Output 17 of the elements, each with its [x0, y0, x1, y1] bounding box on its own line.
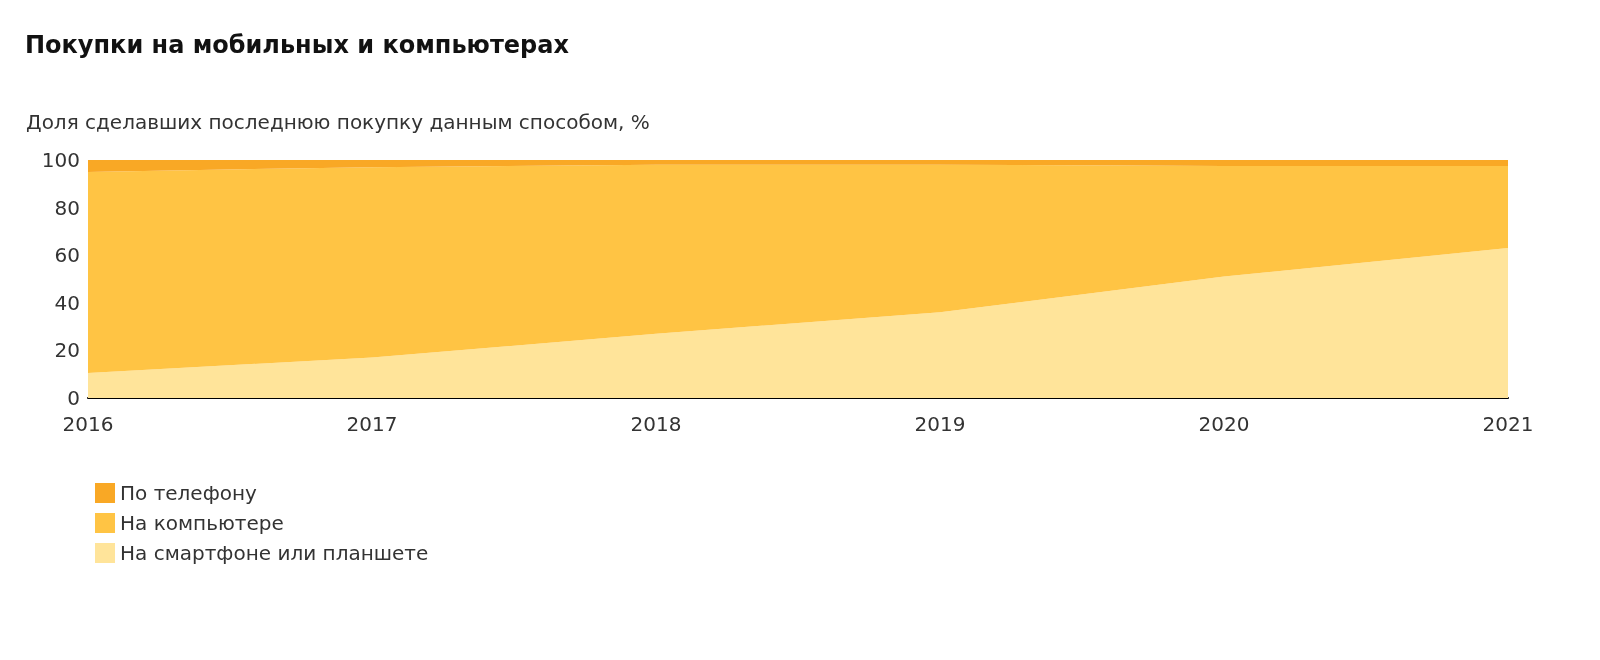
y-tick-label: 80 [54, 195, 80, 220]
x-tick-label: 2020 [1198, 412, 1250, 436]
x-tick-label: 2018 [630, 412, 682, 436]
y-tick-label: 0 [67, 386, 80, 410]
legend-label: По телефону [120, 481, 258, 505]
legend-label: На компьютере [120, 511, 284, 535]
legend-label: На смартфоне или планшете [120, 541, 429, 565]
chart-title: Покупки на мобильных и компьютерах [25, 31, 570, 59]
y-axis-title: Доля сделавших последнюю покупку данным способом, % [26, 110, 650, 134]
y-tick-label: 20 [54, 338, 80, 363]
x-tick-label: 2017 [346, 412, 398, 436]
x-tick-label: 2016 [62, 412, 114, 436]
x-tick-label: 2019 [914, 412, 966, 436]
y-tick-label: 100 [41, 148, 80, 172]
y-tick-label: 40 [54, 290, 80, 315]
x-tick-label: 2021 [1482, 412, 1534, 436]
y-tick-label: 60 [54, 243, 80, 268]
